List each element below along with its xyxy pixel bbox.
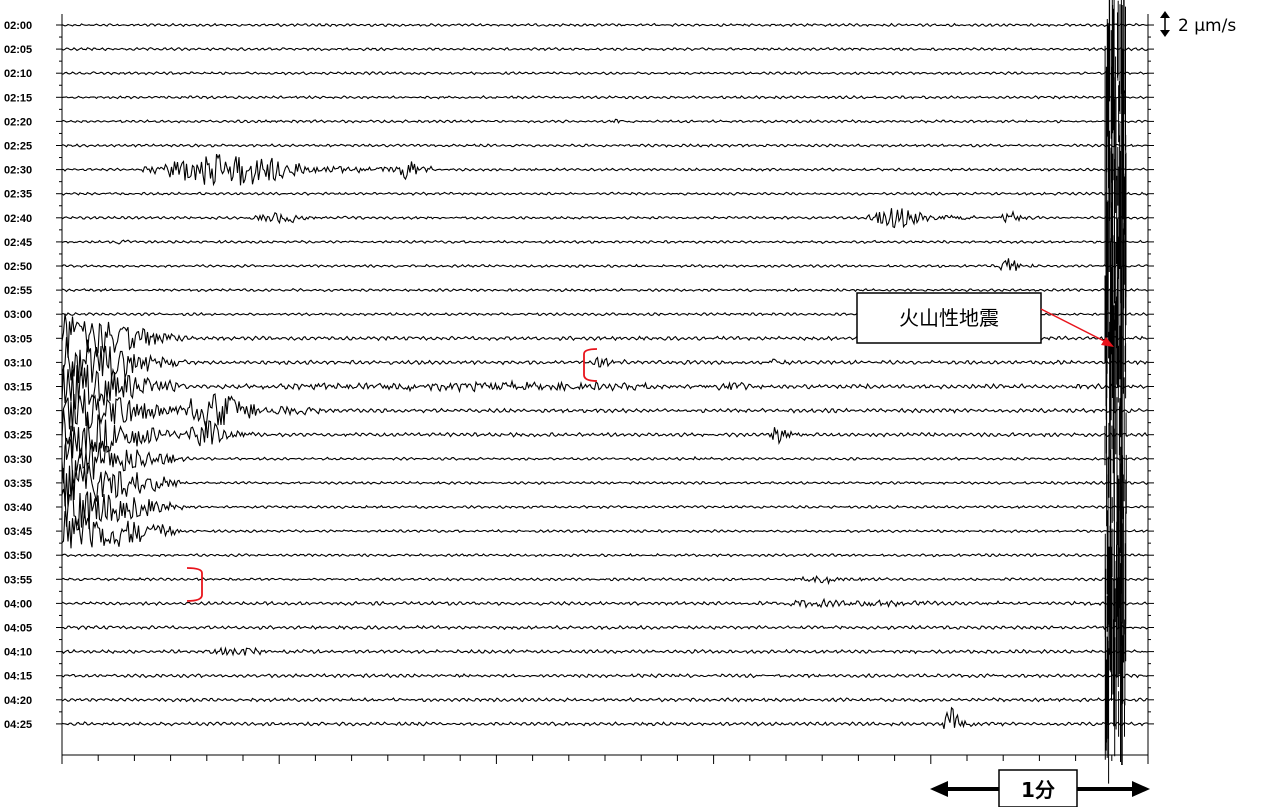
trace-line	[61, 143, 1149, 148]
trace-line	[61, 389, 1149, 438]
amplitude-scale: 2 μm/s	[1160, 11, 1236, 37]
trace-line	[61, 118, 1149, 124]
trace-line	[61, 553, 1149, 558]
row-label: 02:15	[4, 92, 32, 104]
volcanic-quake-callout: 火山性地震	[856, 292, 1114, 347]
row-label: 02:30	[4, 165, 32, 177]
trace-line	[61, 436, 1149, 484]
row-label: 03:15	[4, 382, 32, 394]
row-label: 04:00	[4, 598, 32, 610]
trace-line	[61, 673, 1149, 679]
bracket-marker-start	[583, 348, 598, 382]
trace-line	[61, 408, 1149, 460]
row-label: 02:10	[4, 68, 32, 80]
row-label: 03:55	[4, 574, 32, 586]
trace-line	[61, 337, 1149, 384]
trace-line	[61, 575, 1149, 586]
row-label: 03:00	[4, 309, 32, 321]
row-label: 04:10	[4, 647, 32, 659]
row-label: 02:05	[4, 44, 32, 56]
trace-line	[61, 697, 1149, 703]
row-label: 03:20	[4, 406, 32, 418]
row-label: 02:20	[4, 116, 32, 128]
row-label: 03:30	[4, 454, 32, 466]
trace-line	[61, 71, 1149, 76]
duration-label: 1分	[1021, 778, 1055, 802]
trace-line	[61, 258, 1149, 272]
trace-line	[61, 95, 1149, 100]
row-labels: 02:00 02:05 02:10 02:15 02:20 02:25 02:30 02:35…	[4, 20, 32, 731]
row-label: 02:25	[4, 141, 32, 153]
trace-line	[61, 624, 1149, 631]
scale-arrow-icon	[1160, 11, 1170, 37]
row-label: 02:35	[4, 189, 32, 201]
row-label: 04:05	[4, 623, 32, 635]
row-label: 02:50	[4, 261, 32, 273]
trace-line	[61, 287, 1149, 293]
trace-line	[61, 460, 1149, 508]
trace-line	[62, 153, 1149, 187]
row-label: 04:15	[4, 671, 32, 683]
trace-line	[61, 22, 1149, 28]
row-label: 03:10	[4, 357, 32, 369]
x-axis-ticks	[61, 755, 1149, 764]
trace-line	[61, 364, 1149, 410]
row-label: 03:45	[4, 526, 32, 538]
trace-line	[61, 706, 1149, 729]
trace-line	[61, 46, 1149, 52]
trace-line	[61, 481, 1149, 531]
trace-line	[61, 208, 1149, 229]
trace-line	[61, 646, 1149, 657]
amplitude-scale-label: 2 μm/s	[1178, 16, 1236, 36]
row-label: 02:00	[4, 20, 32, 32]
row-label: 02:40	[4, 213, 32, 225]
row-label: 03:40	[4, 502, 32, 514]
row-label: 02:45	[4, 237, 32, 249]
row-label: 03:35	[4, 478, 32, 490]
row-label: 04:25	[4, 719, 32, 731]
callout-arrow-icon	[1101, 337, 1114, 347]
trace-line	[61, 239, 1149, 245]
bracket-marker-end	[186, 567, 203, 602]
volcanic-event-trace	[1104, 0, 1127, 784]
duration-marker: 1分	[930, 769, 1150, 807]
trace-line	[61, 510, 1149, 549]
plot-frame	[56, 14, 1154, 756]
seismic-traces	[61, 0, 1149, 784]
row-label: 02:55	[4, 285, 32, 297]
row-label: 03:25	[4, 430, 32, 442]
row-label: 03:05	[4, 333, 32, 345]
callout-label: 火山性地震	[899, 306, 999, 330]
row-label: 04:20	[4, 695, 32, 707]
trace-line	[61, 191, 1149, 196]
row-label: 03:50	[4, 550, 32, 562]
trace-line	[61, 597, 1149, 609]
